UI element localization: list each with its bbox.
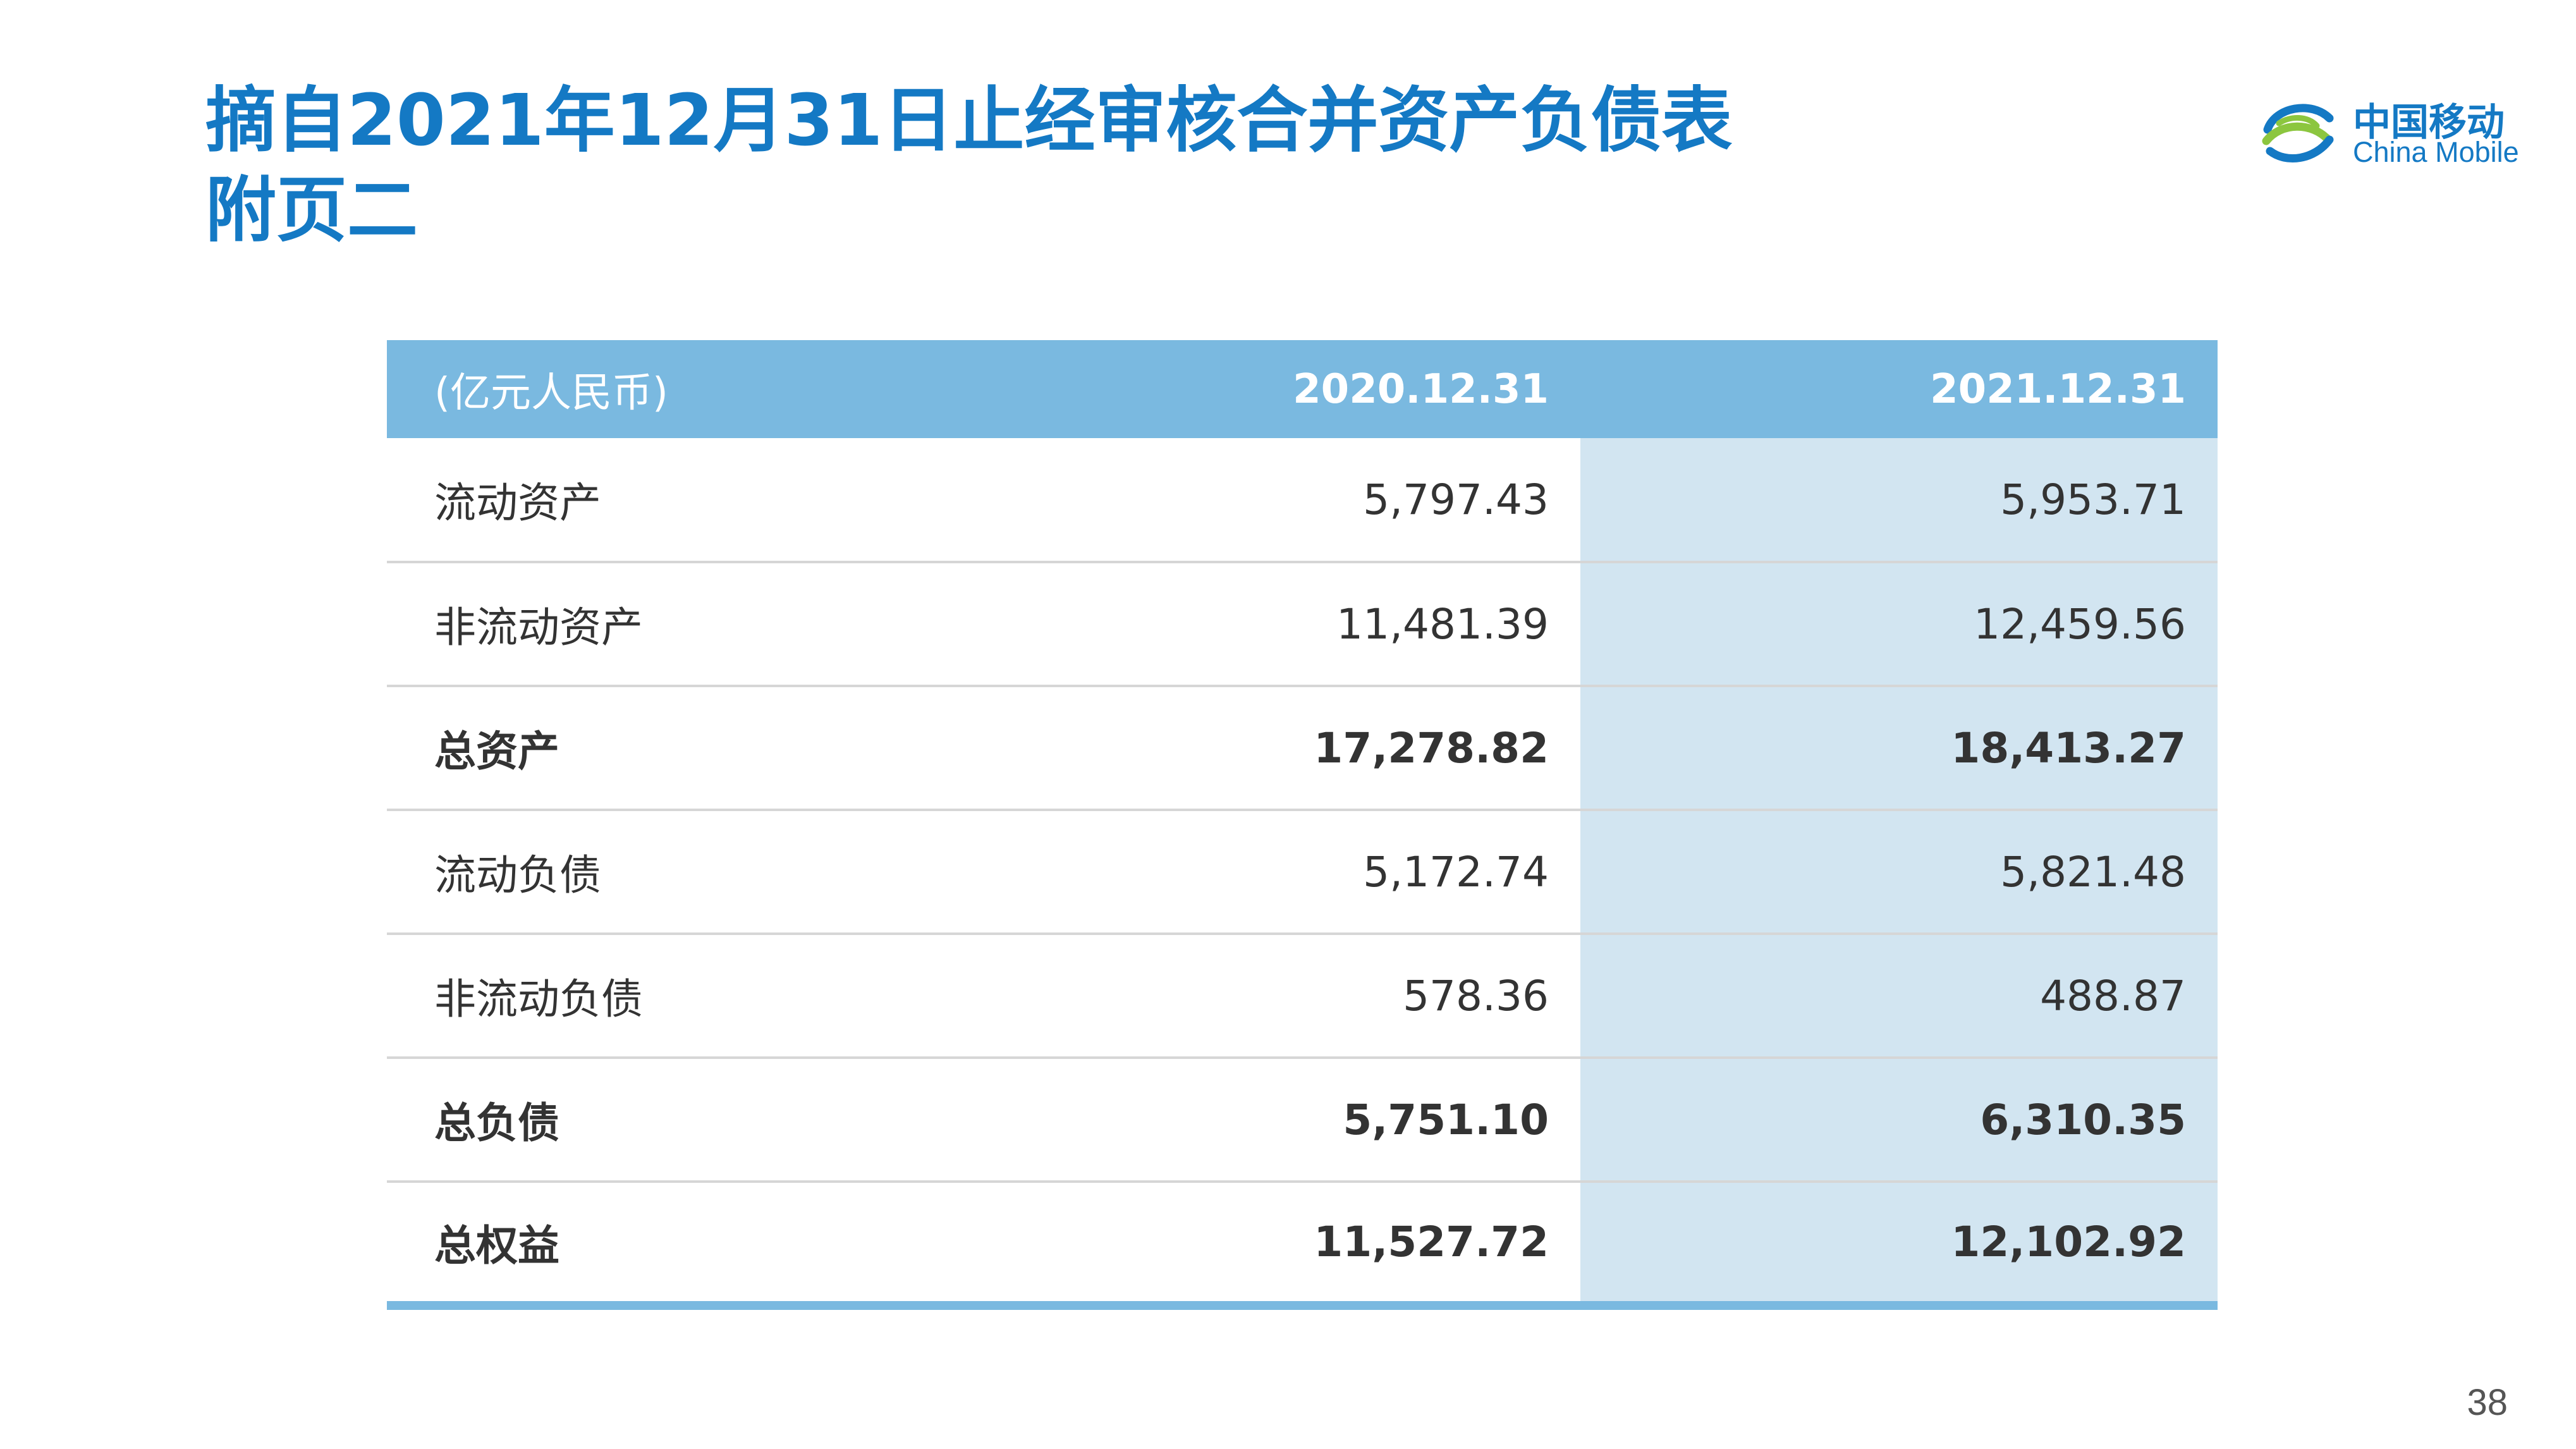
value-2021: 12,102.92 [1580,1182,2218,1310]
china-mobile-logo-icon [2262,104,2334,162]
table-row: 非流动负债 578.36 488.87 [387,934,2218,1059]
value-2021: 18,413.27 [1580,686,2218,811]
value-2020: 5,172.74 [1151,810,1580,935]
value-2020: 578.36 [1151,934,1580,1059]
row-label: 总资产 [387,686,1151,811]
table-row-total: 总资产 17,278.82 18,413.27 [387,686,2218,811]
logo-text-cn: 中国移动 [2353,101,2505,145]
table-row: 流动资产 5,797.43 5,953.71 [387,438,2218,563]
row-label: 总权益 [387,1182,1151,1310]
china-mobile-logo: 中国移动 China Mobile [2254,85,2519,174]
table-header-row: (亿元人民币) 2020.12.31 2021.12.31 [387,340,2218,438]
table-row: 流动负债 5,172.74 5,821.48 [387,810,2218,935]
page-title-line2: 附页二 [205,169,418,252]
column-header-2020: 2020.12.31 [1293,365,1549,413]
row-label: 总负债 [387,1058,1151,1183]
table-row-total: 总权益 11,527.72 12,102.92 [387,1182,2218,1310]
row-label: 流动负债 [387,810,1151,935]
unit-header: (亿元人民币) [434,369,668,417]
table-row: 非流动资产 11,481.39 12,459.56 [387,562,2218,687]
value-2021: 5,821.48 [1580,810,2218,935]
page-title-line1: 摘自2021年12月31日止经审核合并资产负债表 [205,80,1733,162]
value-2021: 5,953.71 [1580,438,2218,563]
value-2021: 12,459.56 [1580,562,2218,687]
row-label: 非流动资产 [387,562,1151,687]
logo-text-en: China Mobile [2353,136,2519,168]
balance-sheet-table: (亿元人民币) 2020.12.31 2021.12.31 流动资产 5,797… [387,340,2218,1310]
value-2021: 6,310.35 [1580,1058,2218,1183]
value-2020: 5,751.10 [1151,1058,1580,1183]
page-title: 摘自2021年12月31日止经审核合并资产负债表 附页二 [205,76,1732,255]
value-2020: 11,527.72 [1151,1182,1580,1310]
value-2021: 488.87 [1580,934,2218,1059]
row-label: 流动资产 [387,438,1151,563]
table-row-total: 总负债 5,751.10 6,310.35 [387,1058,2218,1183]
value-2020: 5,797.43 [1151,438,1580,563]
page-number: 38 [2467,1382,2508,1423]
row-label: 非流动负债 [387,934,1151,1059]
value-2020: 17,278.82 [1151,686,1580,811]
value-2020: 11,481.39 [1151,562,1580,687]
column-header-2021: 2021.12.31 [1930,365,2186,413]
